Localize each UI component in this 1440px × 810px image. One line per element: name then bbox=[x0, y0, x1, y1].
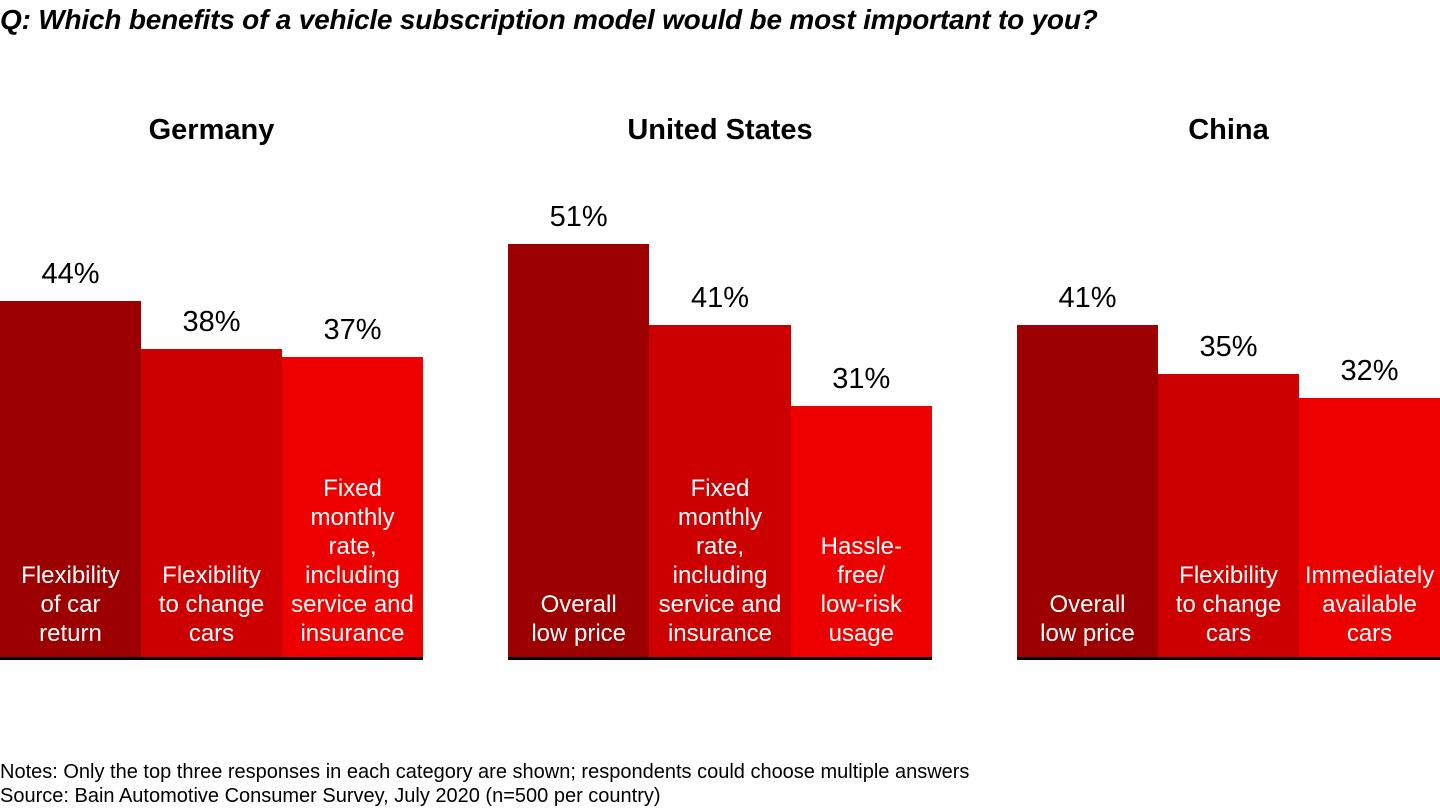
bar-category-label: Hassle- free/ low-risk usage bbox=[820, 533, 902, 647]
bar-category-label: Immediately available cars bbox=[1304, 562, 1435, 647]
country-group-united-states: United States 51% Overall low price 41% … bbox=[508, 0, 932, 660]
notes-line: Notes: Only the top three responses in e… bbox=[0, 761, 970, 783]
bar-china-overall-low-price: 41% Overall low price bbox=[1017, 282, 1158, 657]
bar-value-label: 32% bbox=[1340, 354, 1399, 387]
chart-title: Q: Which benefits of a vehicle subscript… bbox=[0, 4, 1098, 35]
bar-value-label: 38% bbox=[182, 306, 241, 339]
bar-us-fixed-monthly-rate: 41% Fixed monthly rate, including servic… bbox=[649, 282, 791, 657]
bars-china: 41% Overall low price 35% Flexibility to… bbox=[1017, 0, 1440, 657]
group-title-germany: Germany bbox=[148, 114, 275, 146]
bar-category-label: Flexibility to change cars bbox=[1175, 562, 1282, 647]
bar-category-label: Flexibility to change cars bbox=[158, 562, 265, 647]
bar-value-label: 35% bbox=[1199, 330, 1258, 363]
bar-value-label: 51% bbox=[549, 200, 608, 233]
source-line: Source: Bain Automotive Consumer Survey,… bbox=[0, 785, 661, 807]
bar-us-overall-low-price: 51% Overall low price bbox=[508, 201, 650, 657]
bar-category-label: Overall low price bbox=[531, 591, 627, 647]
country-group-germany: Germany 44% Flexibility of car return 38… bbox=[0, 0, 423, 660]
bar-value-label: 44% bbox=[41, 257, 100, 290]
bar-china-flexibility-to-change-cars: 35% Flexibility to change cars bbox=[1158, 331, 1299, 657]
bars-united-states: 51% Overall low price 41% Fixed monthly … bbox=[508, 0, 932, 657]
footnotes: Notes: Only the top three responses in e… bbox=[0, 760, 1440, 808]
bar-china-immediately-available-cars: 32% Immediately available cars bbox=[1299, 355, 1440, 657]
bar-us-hassle-free-low-risk-usage: 31% Hassle- free/ low-risk usage bbox=[790, 363, 932, 657]
group-title-united-states: United States bbox=[627, 114, 813, 146]
bar-germany-fixed-monthly-rate: 37% Fixed monthly rate, including servic… bbox=[282, 314, 423, 657]
bars-germany: 44% Flexibility of car return 38% Flexib… bbox=[0, 0, 423, 657]
bar-category-label: Flexibility of car return bbox=[21, 562, 120, 647]
bar-germany-flexibility-to-change-cars: 38% Flexibility to change cars bbox=[141, 306, 282, 657]
bar-germany-flexibility-of-car-return: 44% Flexibility of car return bbox=[0, 258, 141, 657]
bar-value-label: 37% bbox=[323, 314, 382, 347]
bar-value-label: 41% bbox=[1058, 281, 1117, 314]
bar-category-label: Fixed monthly rate, including service an… bbox=[658, 475, 782, 647]
group-title-china: China bbox=[1188, 114, 1269, 146]
bar-value-label: 31% bbox=[832, 362, 891, 395]
country-group-china: China 41% Overall low price 35% Flexibil… bbox=[1017, 0, 1440, 660]
bar-category-label: Overall low price bbox=[1040, 591, 1135, 647]
bar-category-label: Fixed monthly rate, including service an… bbox=[291, 475, 414, 647]
bar-value-label: 41% bbox=[690, 281, 750, 314]
